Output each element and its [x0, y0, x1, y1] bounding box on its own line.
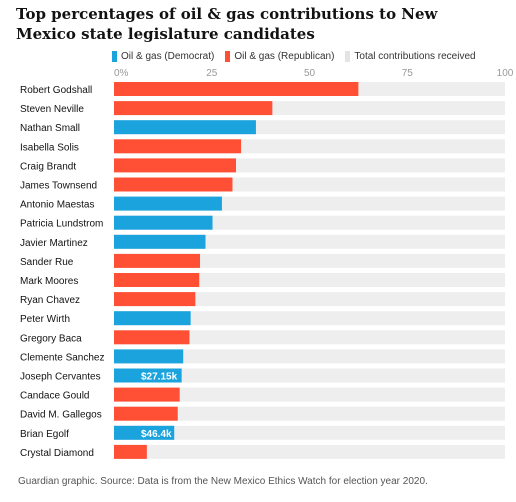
legend-label-republican: Oil & gas (Republican)	[234, 50, 335, 62]
total-bar-background	[114, 349, 505, 364]
legend-item-democrat: Oil & gas (Democrat)	[112, 50, 215, 62]
oil-gas-bar	[114, 120, 256, 135]
legend-item-total: Total contributions received	[345, 50, 476, 62]
total-bar-background	[114, 368, 505, 383]
total-bar-background	[114, 425, 505, 440]
oil-gas-bar	[114, 387, 180, 402]
oil-gas-bar	[114, 196, 222, 211]
bar-chart: 0% 25 50 75 100 Robert Godshall Steven Neville…	[20, 68, 514, 459]
total-bar-background	[114, 273, 505, 287]
bar-value-label: $27.15k	[141, 372, 178, 383]
footnote: Guardian graphic. Source: Data is from t…	[18, 476, 428, 487]
candidate-label: Ryan Chavez	[20, 295, 80, 306]
legend-item-republican: Oil & gas (Republican)	[225, 50, 335, 62]
oil-gas-bar	[114, 406, 178, 421]
oil-gas-bar	[114, 158, 236, 173]
candidate-label: Patricia Lundstrom	[20, 219, 103, 230]
x-tick-label: 100	[497, 68, 514, 79]
candidate-label: Nathan Small	[20, 123, 80, 134]
candidate-label: James Townsend	[20, 181, 97, 192]
candidate-label: Robert Godshall	[20, 85, 92, 96]
x-tick-label: 0%	[114, 68, 129, 79]
oil-gas-bar	[114, 101, 273, 116]
oil-gas-bar	[114, 425, 175, 440]
legend-label-democrat: Oil & gas (Democrat)	[121, 50, 215, 62]
x-tick-label: 50	[304, 68, 316, 79]
oil-gas-bar	[114, 139, 242, 154]
oil-gas-bar	[114, 177, 233, 192]
candidate-label: David M. Gallegos	[20, 410, 102, 421]
total-bar-background	[114, 444, 505, 459]
candidate-label: Clemente Sanchez	[20, 352, 105, 363]
candidate-label: Antonio Maestas	[20, 200, 95, 211]
total-bar-background	[114, 387, 505, 402]
chart-legend: Oil & gas (Democrat) Oil & gas (Republic…	[112, 49, 487, 63]
total-bar-background	[114, 406, 505, 421]
candidate-label: Isabella Solis	[20, 142, 79, 153]
oil-gas-bar	[114, 349, 184, 364]
candidate-label: Brian Egolf	[20, 429, 69, 440]
x-tick-label: 75	[402, 68, 414, 79]
legend-swatch-republican	[225, 50, 231, 62]
oil-gas-bar	[114, 330, 190, 345]
oil-gas-bar	[114, 292, 196, 307]
candidate-label: Sander Rue	[20, 257, 74, 268]
chart-title: Top percentages of oil & gas contributio…	[16, 5, 438, 43]
oil-gas-bar	[114, 273, 200, 287]
oil-gas-bar	[114, 234, 206, 249]
candidate-label: Peter Wirth	[20, 314, 70, 325]
x-tick-label: 25	[206, 68, 218, 79]
total-bar-background	[114, 253, 505, 268]
candidate-label: Javier Martinez	[20, 238, 88, 249]
candidate-label: Craig Brandt	[20, 161, 76, 172]
candidate-label: Joseph Cervantes	[20, 372, 101, 383]
candidate-label: Gregory Baca	[20, 333, 82, 344]
total-bar-background	[114, 330, 505, 345]
oil-gas-bar	[114, 444, 147, 459]
candidate-label: Crystal Diamond	[20, 448, 94, 459]
oil-gas-bar	[114, 368, 182, 383]
candidate-label: Steven Neville	[20, 104, 84, 115]
total-bar-background	[114, 234, 505, 249]
legend-swatch-democrat	[112, 50, 117, 62]
oil-gas-bar	[114, 215, 213, 230]
oil-gas-bar	[114, 311, 191, 326]
candidate-label: Candace Gould	[20, 391, 90, 402]
legend-label-total: Total contributions received	[354, 50, 476, 62]
candidate-label: Mark Moores	[20, 276, 78, 287]
legend-swatch-total	[345, 50, 351, 62]
oil-gas-bar	[114, 82, 359, 96]
total-bar-background	[114, 311, 505, 326]
oil-gas-bar	[114, 253, 201, 268]
bar-value-label: $46.4k	[141, 429, 172, 440]
total-bar-background	[114, 292, 505, 307]
